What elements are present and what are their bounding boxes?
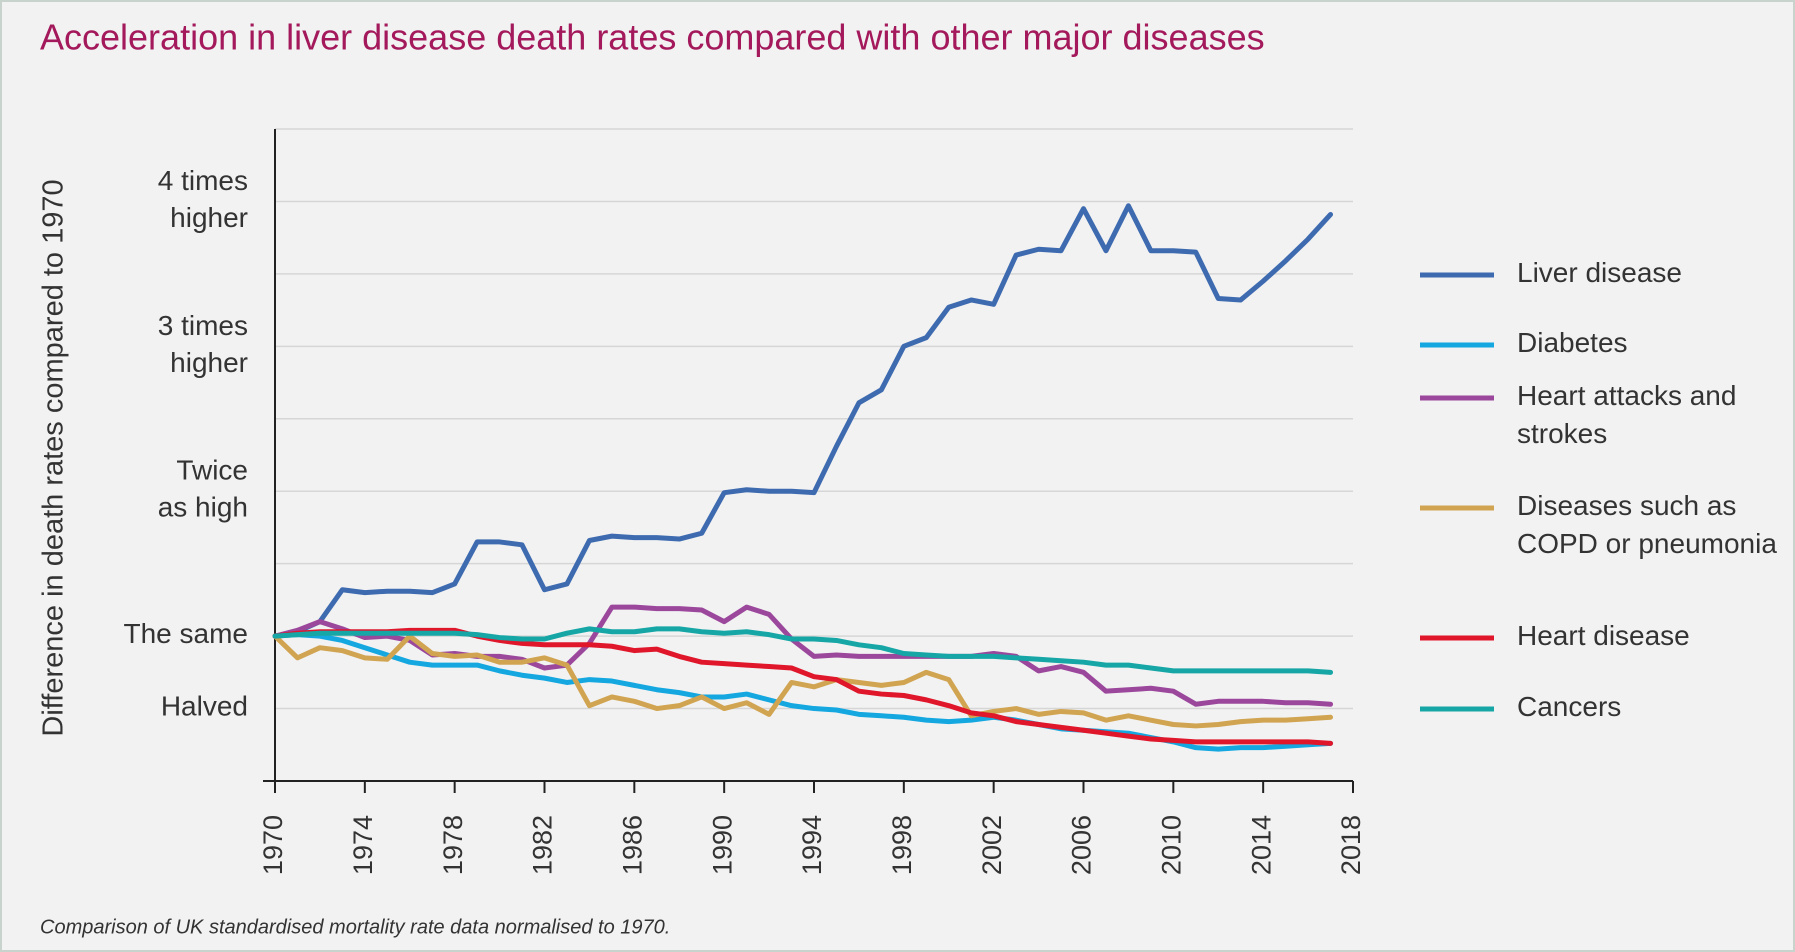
x-tick-label: 1974 <box>348 815 378 875</box>
y-tick-label: 3 times higher <box>158 310 248 378</box>
x-tick-label: 1986 <box>617 815 647 875</box>
x-tick-label: 1970 <box>258 815 288 875</box>
x-tick-label: 1990 <box>707 815 737 875</box>
x-tick-label: 1982 <box>528 815 558 875</box>
x-tick-label: 2010 <box>1156 815 1186 875</box>
y-tick-label: Twice as high <box>158 455 248 523</box>
legend-label: Heart disease <box>1517 620 1690 651</box>
series-line <box>272 626 1334 675</box>
footnote: Comparison of UK standardised mortality … <box>40 916 670 938</box>
legend-label: Liver disease <box>1517 257 1682 288</box>
legend-label: Cancers <box>1517 691 1621 722</box>
x-tick-label: 2014 <box>1246 815 1276 875</box>
legend-label: Diabetes <box>1517 327 1628 358</box>
chart-title: Acceleration in liver disease death rate… <box>40 17 1265 58</box>
legend-label: Diseases such as COPD or pneumonia <box>1517 490 1777 559</box>
x-tick-label: 1994 <box>797 815 827 875</box>
series-line <box>272 203 1334 639</box>
x-tick-label: 2002 <box>977 815 1007 875</box>
x-tick-label: 1978 <box>438 815 468 875</box>
series-line <box>272 633 1334 729</box>
y-tick-label: The same <box>124 619 249 650</box>
y-axis-title: Difference in death rates compared to 19… <box>38 179 70 736</box>
y-tick-label: Halved <box>161 691 248 722</box>
x-tick-label: 1998 <box>887 815 917 875</box>
series-line <box>272 627 1334 746</box>
x-tick-label: 2006 <box>1067 815 1097 875</box>
y-tick-label: 4 times higher <box>158 165 248 233</box>
legend-label: Heart attacks and strokes <box>1517 380 1736 449</box>
x-tick-label: 2018 <box>1336 815 1366 875</box>
